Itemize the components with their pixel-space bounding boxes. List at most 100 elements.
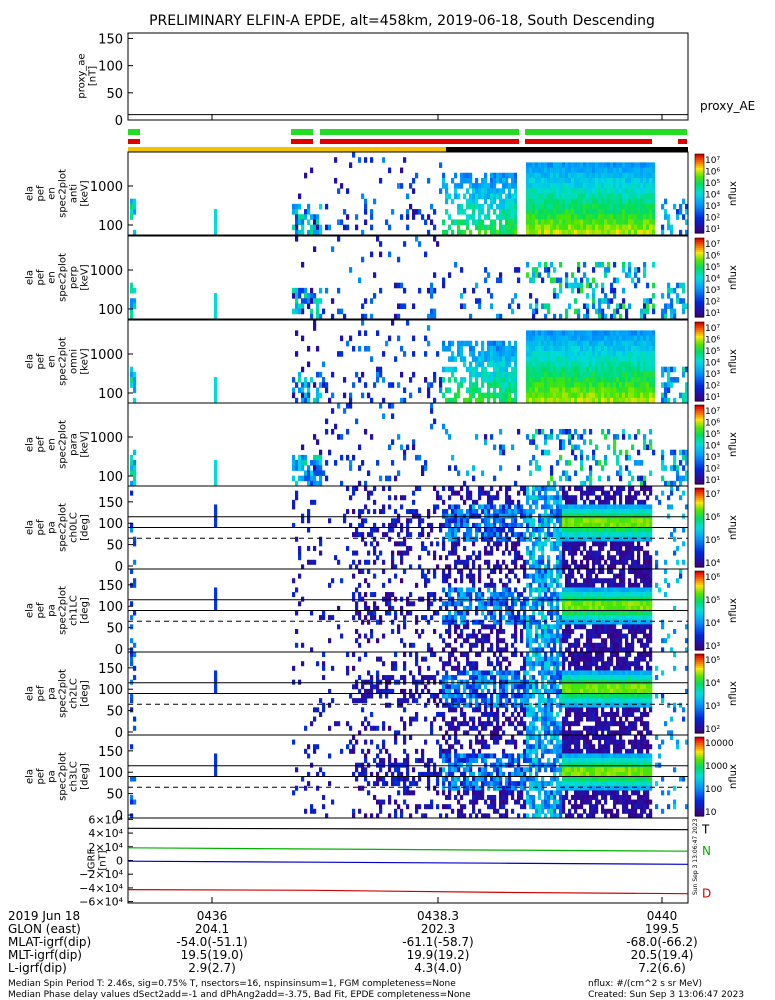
spec-cell — [607, 267, 611, 273]
pa-cell — [376, 605, 380, 611]
pa-cell — [487, 647, 491, 653]
pa-cell — [538, 596, 542, 602]
pa-cell — [499, 527, 503, 533]
pa-cell — [361, 536, 365, 542]
pa-cell — [532, 532, 536, 538]
pa-cell — [511, 532, 515, 538]
spec-cell — [565, 193, 569, 200]
colorbar-cell — [695, 428, 704, 432]
spec-cell — [541, 377, 545, 383]
spec-cell — [559, 366, 563, 373]
spec-cell — [616, 361, 620, 368]
colorbar-cell — [695, 255, 704, 259]
spec-cell — [478, 224, 482, 231]
spec-cell — [637, 475, 641, 482]
spec-cell — [553, 183, 557, 189]
colorbar-cell — [695, 227, 704, 230]
spec-cell — [586, 193, 590, 200]
pa-cell — [526, 513, 530, 519]
spec-cell — [643, 219, 647, 226]
pa-cell — [610, 541, 614, 547]
spec-cell — [640, 183, 644, 189]
pa-cell — [484, 624, 488, 630]
spec-cell — [598, 335, 602, 342]
pa-cell — [583, 624, 587, 630]
spec-cell — [610, 377, 614, 383]
pa-cell — [547, 601, 551, 607]
spec-cell — [547, 203, 551, 210]
pa-cell — [487, 573, 491, 579]
pa-cell — [607, 495, 611, 501]
pa-cell — [541, 587, 545, 593]
pa-cell — [328, 582, 332, 588]
spec-cell — [589, 475, 593, 482]
pa-cell — [586, 582, 590, 588]
pa-cell — [571, 518, 575, 524]
spec-cell — [535, 361, 539, 368]
pa-cell — [517, 596, 521, 602]
pa-cell — [529, 615, 533, 621]
pa-cell — [571, 573, 575, 579]
pa-cell — [214, 587, 218, 593]
spec-cell — [610, 162, 614, 168]
spec-cell — [307, 345, 311, 352]
spec-cell — [640, 335, 644, 342]
spec-cell — [502, 387, 506, 394]
pa-cell — [604, 596, 608, 602]
pa-cell — [505, 564, 509, 570]
pa-cell — [403, 642, 407, 648]
pa-cell — [571, 619, 575, 625]
spec-cell — [556, 382, 560, 388]
pa-cell — [550, 601, 554, 607]
pa-cell — [493, 518, 497, 524]
pa-cell — [322, 610, 326, 616]
colorbar-cell — [695, 309, 704, 312]
spec-cell — [616, 392, 620, 399]
spec-cell — [490, 188, 494, 194]
spec-cell — [622, 261, 626, 268]
spec-cell — [577, 214, 581, 220]
spec-cell — [454, 392, 458, 399]
pa-cell — [496, 513, 500, 519]
pa-cell — [646, 504, 650, 510]
pa-cell — [532, 615, 536, 621]
spec-cell — [640, 209, 644, 215]
pa-cell — [373, 527, 377, 533]
pa-cell — [544, 578, 548, 584]
pa-cell — [478, 573, 482, 579]
spec-cell — [637, 162, 641, 168]
pa-cell — [589, 638, 593, 644]
pa-cell — [469, 587, 473, 593]
pa-cell — [565, 619, 569, 625]
pa-cell — [526, 638, 530, 644]
pa-cell — [592, 587, 596, 593]
pa-cell — [616, 647, 620, 653]
pa-cell — [535, 495, 539, 501]
pa-cell — [427, 550, 431, 556]
spec-cell — [346, 224, 350, 231]
pa-cell — [544, 509, 548, 515]
spec-cell — [619, 475, 623, 482]
spec-cell — [577, 340, 581, 347]
spec-cell — [457, 203, 461, 210]
spec-cell — [457, 340, 461, 347]
spec-cell — [637, 167, 641, 174]
pa-cell — [682, 541, 686, 547]
pa-cell — [421, 518, 425, 524]
pa-cell — [526, 486, 530, 492]
spec-cell — [652, 345, 656, 352]
spec-cell — [583, 172, 587, 179]
spec-cell — [535, 177, 539, 184]
spec-cell — [310, 167, 314, 174]
spec-cell — [307, 470, 311, 477]
colorbar-cell — [695, 289, 704, 292]
pa-cell — [466, 624, 470, 630]
spec-cell — [559, 377, 563, 383]
pa-cell — [469, 642, 473, 648]
pa-cell — [427, 513, 431, 519]
spec-cell — [568, 361, 572, 368]
colorbar-cell — [695, 383, 704, 386]
pa-cell — [610, 587, 614, 593]
pa-cell — [562, 509, 566, 515]
spec-cell — [562, 340, 566, 347]
